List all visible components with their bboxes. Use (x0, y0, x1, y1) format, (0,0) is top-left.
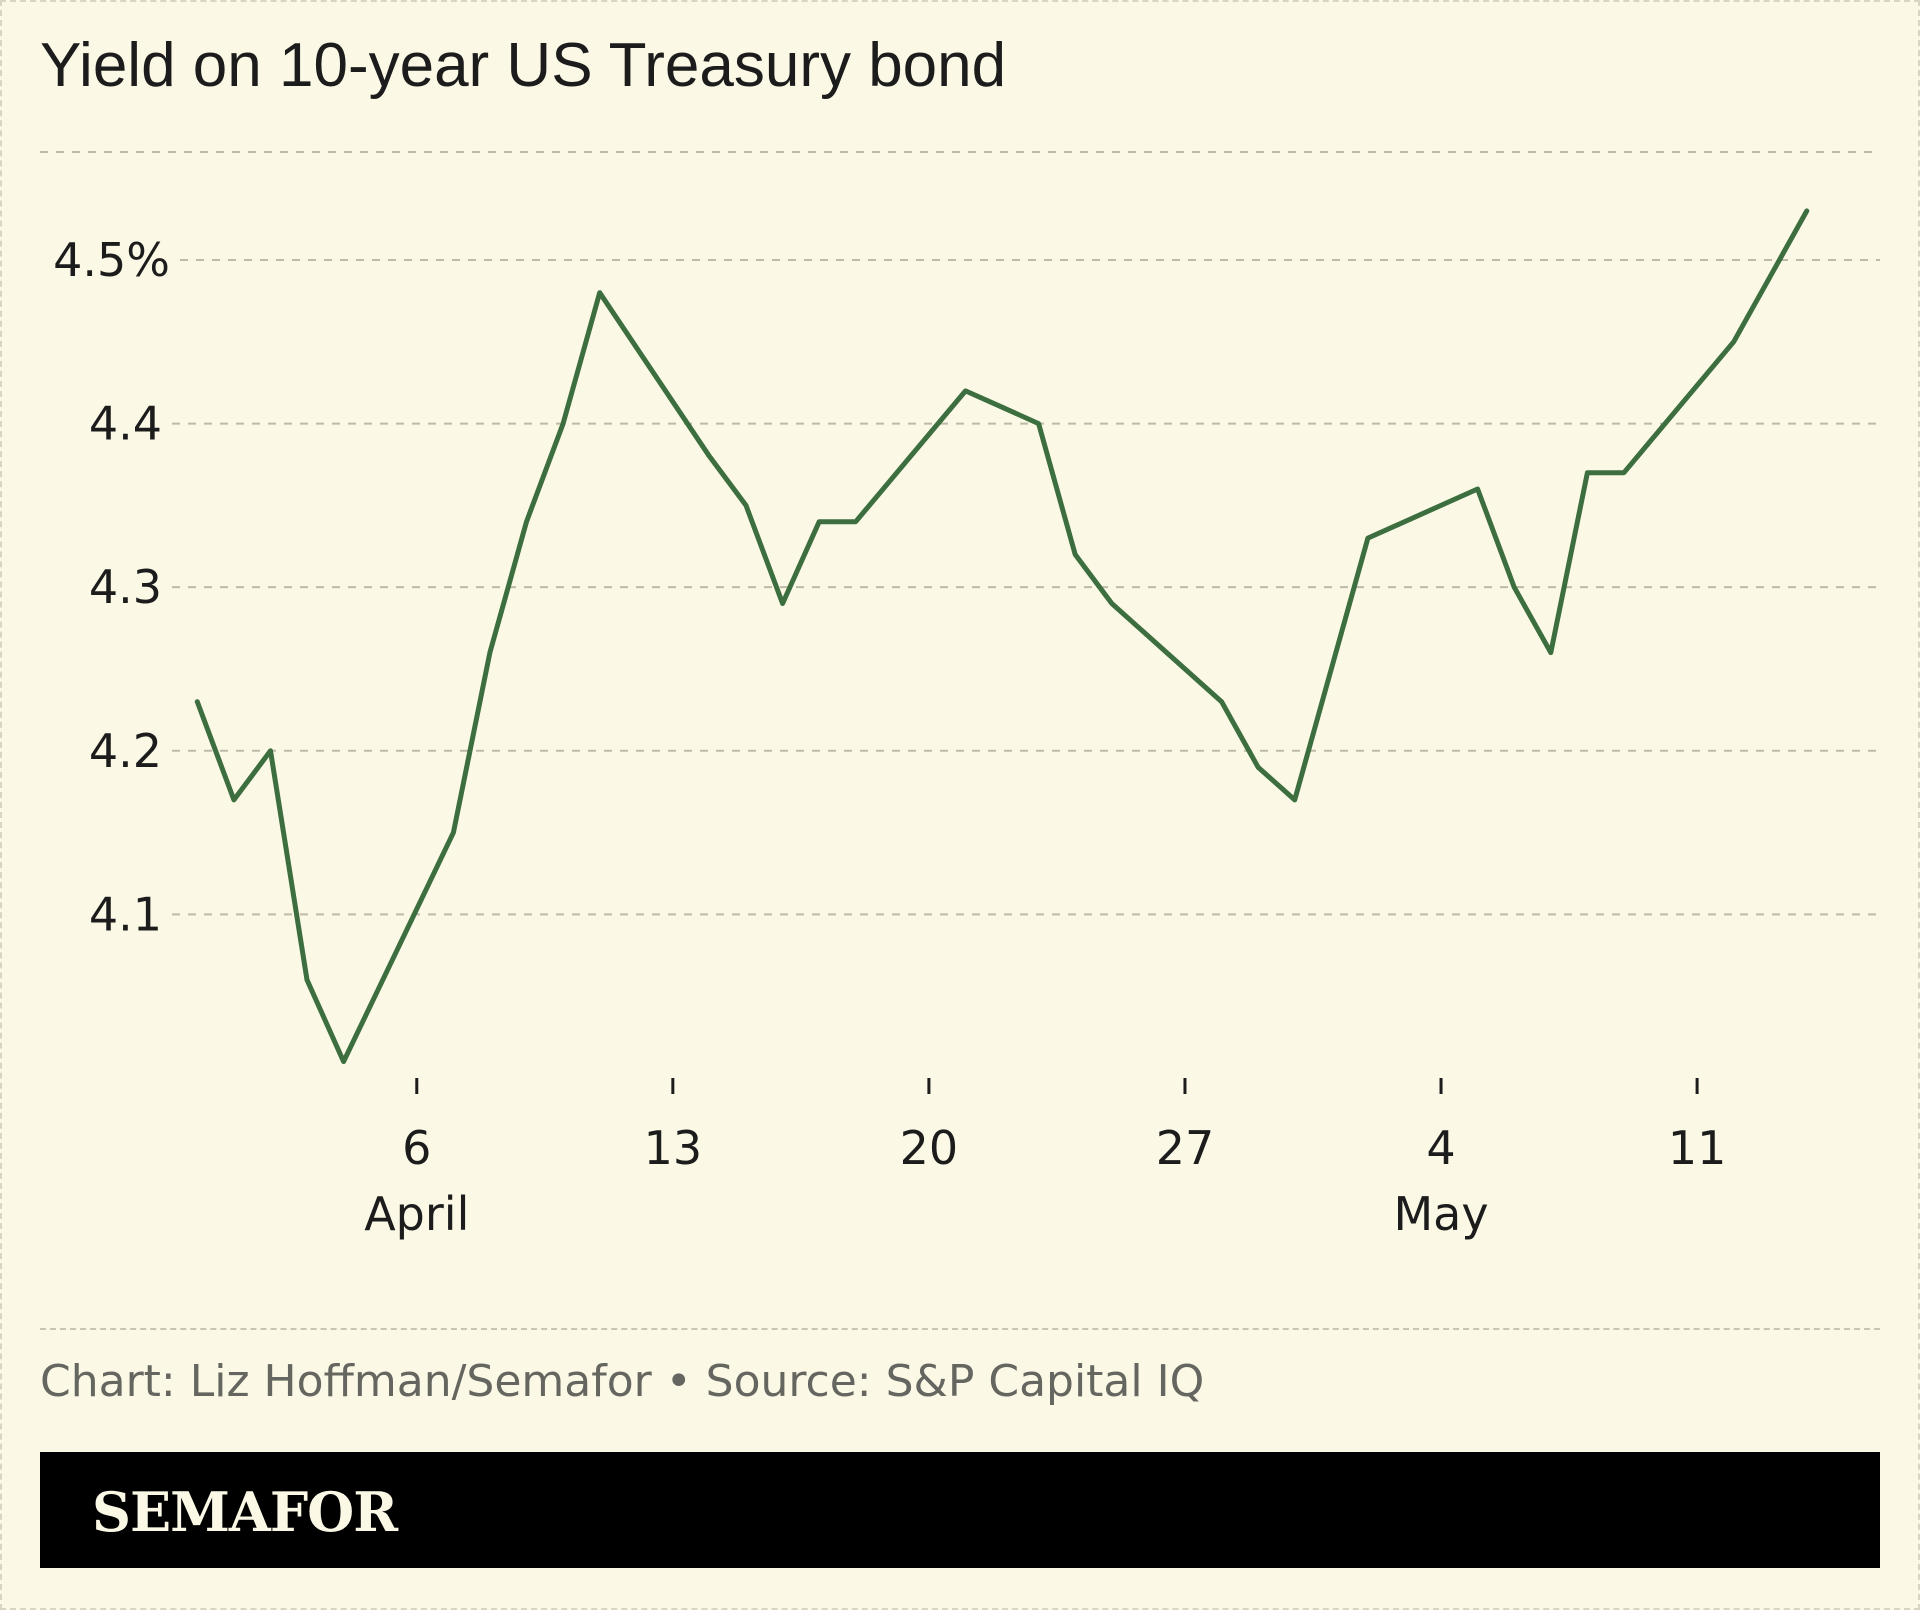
data-point (853, 519, 859, 525)
data-point (1219, 699, 1225, 705)
data-point (706, 453, 712, 459)
x-tick-label: 27 (1156, 1121, 1215, 1175)
data-point (304, 977, 310, 983)
x-tick-label: 11 (1668, 1121, 1727, 1175)
data-point (487, 650, 493, 656)
y-axis-labels: 4.1 4.2 4.3 4.4 4.5% (53, 233, 170, 941)
data-point (524, 519, 530, 525)
y-tick-label: 4.2 (89, 724, 162, 778)
data-point (1731, 339, 1737, 345)
x-tick-label: 4 (1426, 1121, 1455, 1175)
footer-divider (40, 1328, 1880, 1330)
gridlines (40, 151, 1880, 916)
data-point (231, 797, 237, 803)
data-point (1621, 470, 1627, 476)
data-point (1072, 552, 1078, 558)
line-chart: 4.1 4.2 4.3 4.4 4.5% 6 April 13 20 27 4 May 11 (40, 151, 1880, 1241)
x-tick-label: 13 (644, 1121, 703, 1175)
data-point (450, 830, 456, 836)
data-point (1804, 208, 1810, 214)
data-point (1292, 797, 1298, 803)
x-month-label: April (364, 1187, 469, 1241)
y-tick-label: 4.4 (89, 397, 162, 451)
chart-credits: Chart: Liz Hoffman/Semafor • Source: S&P… (40, 1356, 1205, 1407)
x-axis: 6 April 13 20 27 4 May 11 (364, 1078, 1726, 1241)
series (194, 208, 1810, 1065)
data-point (1365, 535, 1371, 541)
data-point (1475, 486, 1481, 492)
data-point (1548, 650, 1554, 656)
data-point (743, 502, 749, 508)
data-point (268, 748, 274, 754)
data-point (1511, 584, 1517, 590)
series-line (194, 208, 1810, 1065)
y-tick-label: 4.1 (89, 887, 162, 941)
data-point (1328, 666, 1334, 672)
data-point (1255, 764, 1261, 770)
data-point (1036, 421, 1042, 427)
data-point (341, 1059, 347, 1065)
y-tick-label: 4.3 (89, 560, 162, 614)
data-point (816, 519, 822, 525)
data-point (1767, 273, 1773, 279)
data-point (560, 421, 566, 427)
chart-title: Yield on 10-year US Treasury bond (40, 31, 1007, 100)
x-tick-label: 20 (900, 1121, 959, 1175)
data-point (780, 601, 786, 607)
data-point (1109, 601, 1115, 607)
data-point (597, 290, 603, 296)
x-month-label: May (1393, 1187, 1488, 1241)
data-point (963, 388, 969, 394)
semafor-logo: SEMAFOR (92, 1480, 398, 1544)
brand-bar: SEMAFOR (40, 1452, 1880, 1568)
y-tick-label: 4.5% (53, 233, 170, 287)
data-point (999, 404, 1005, 410)
x-tick-label: 6 (402, 1121, 431, 1175)
data-point (194, 699, 200, 705)
data-point (1584, 470, 1590, 476)
